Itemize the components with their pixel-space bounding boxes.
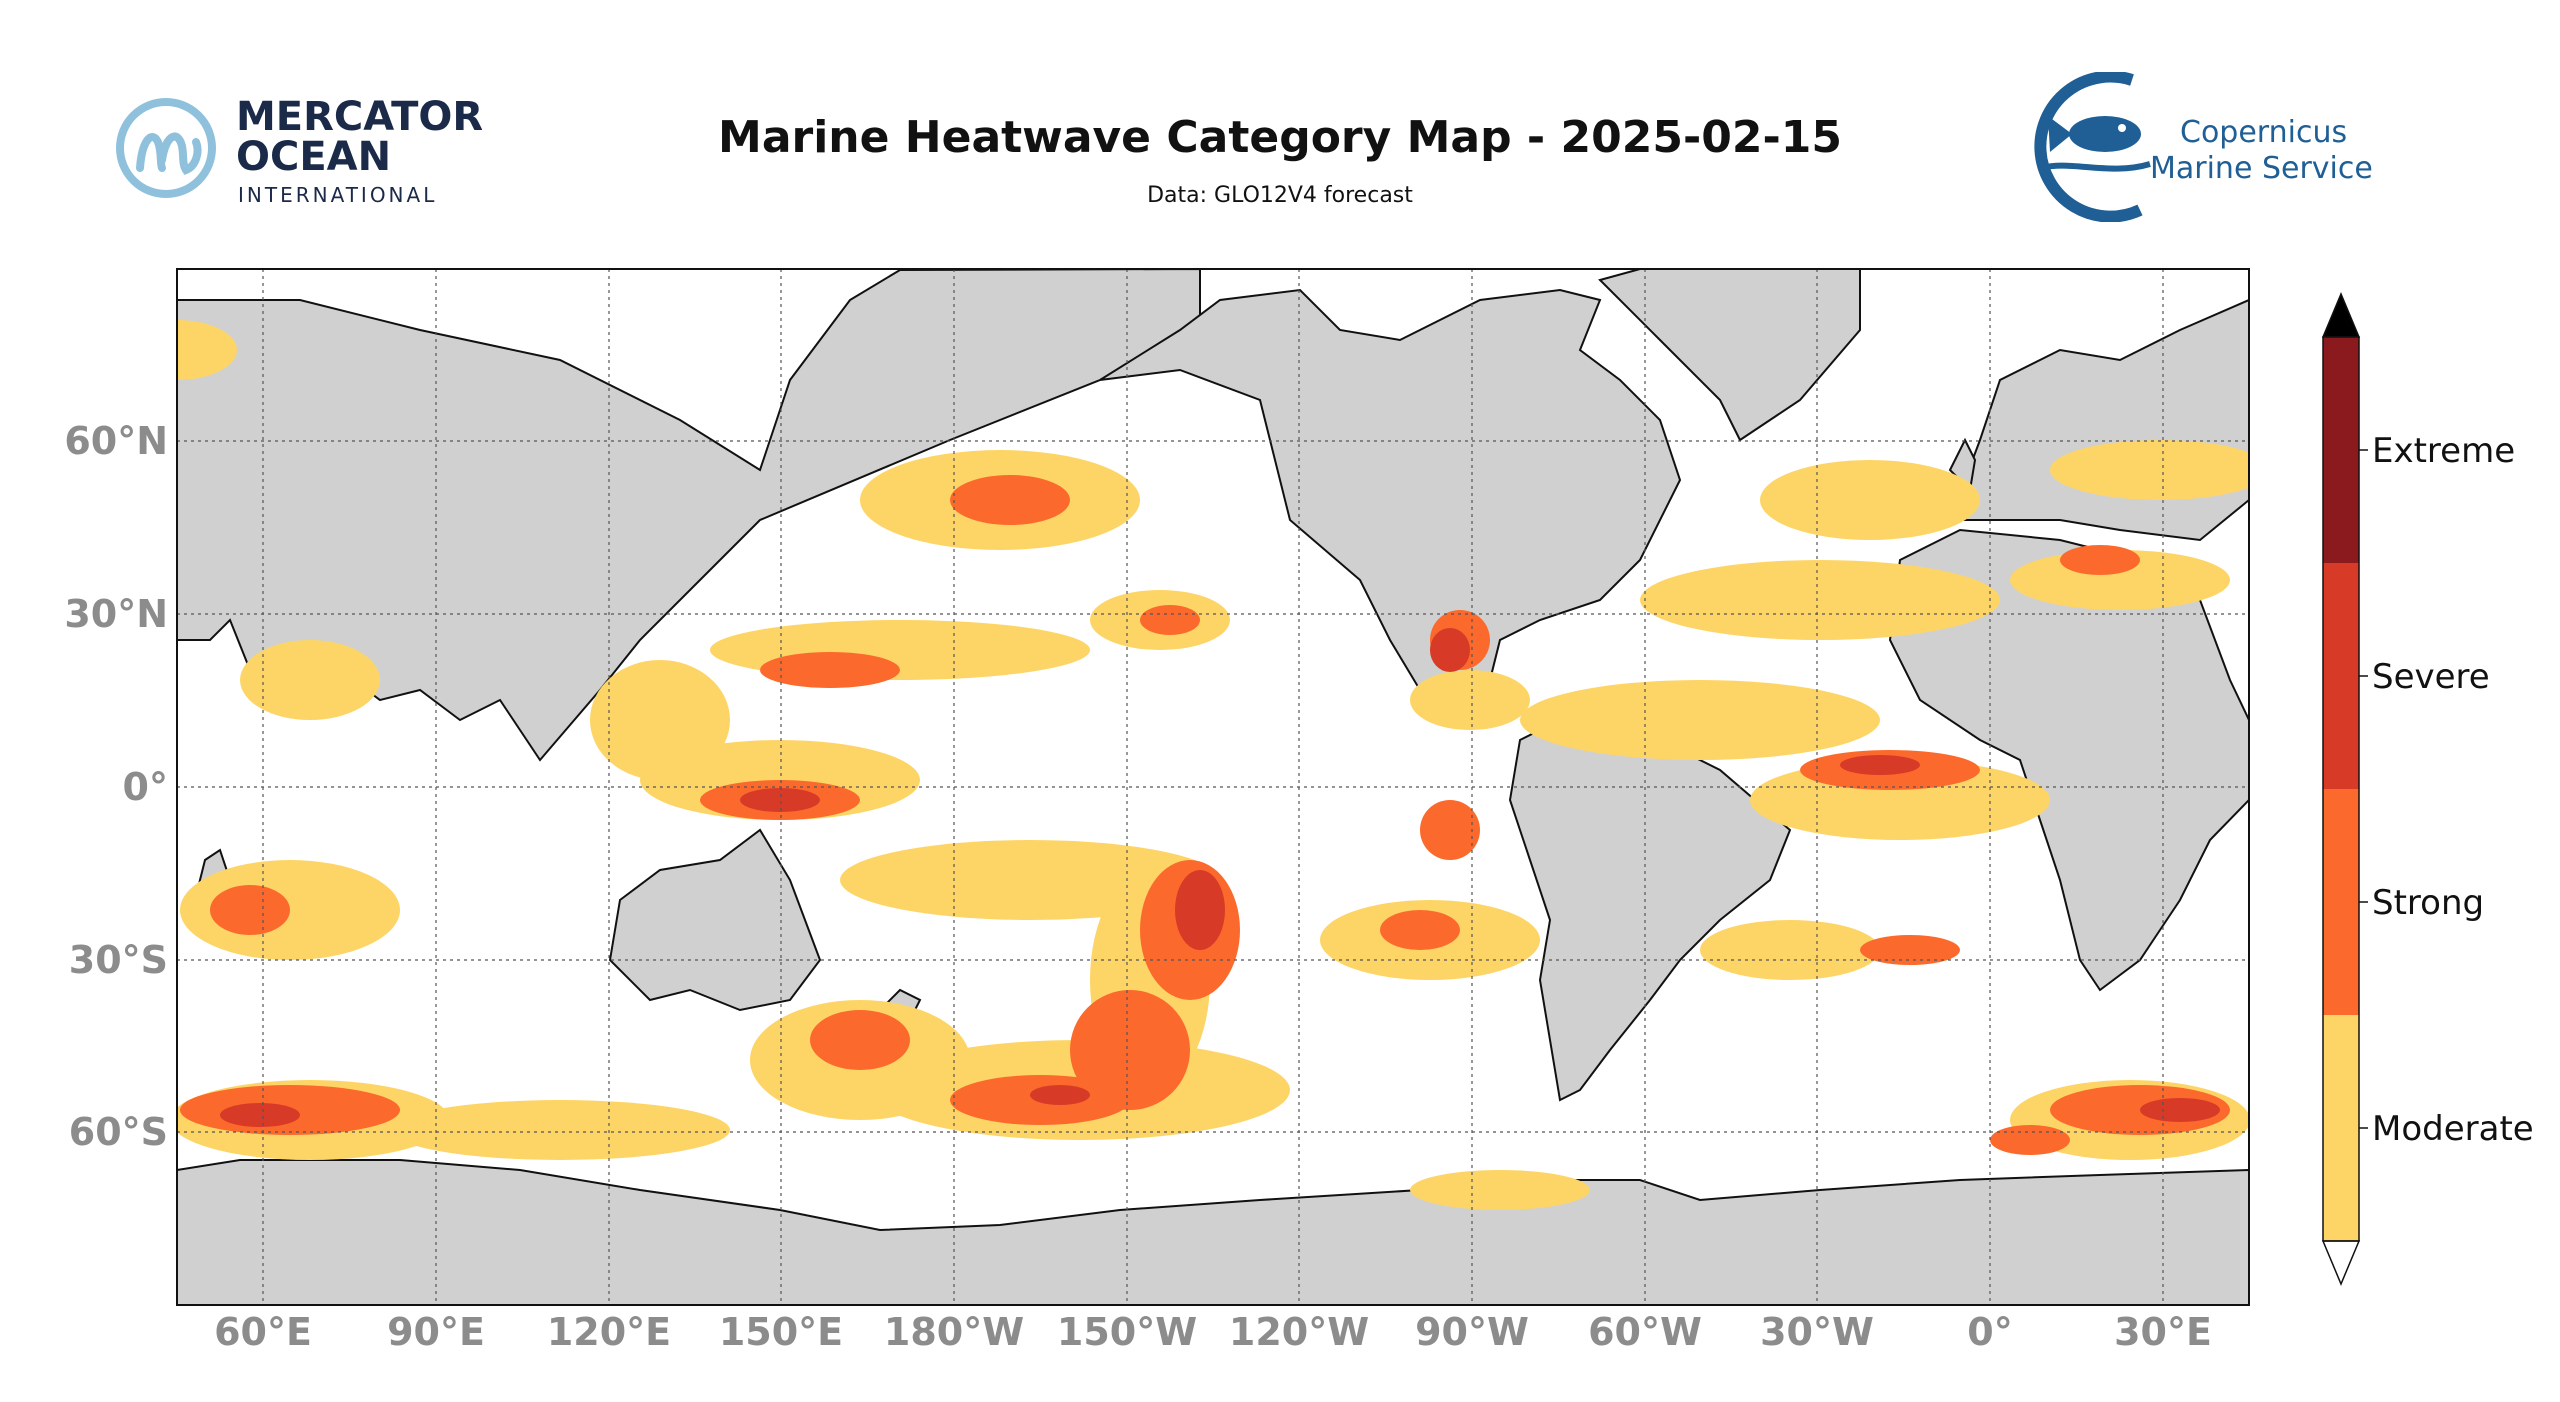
- colorbar-label-strong: Strong: [2372, 883, 2484, 923]
- lon-label: 150°W: [1057, 1310, 1197, 1354]
- copernicus-line1: Copernicus: [2180, 115, 2347, 150]
- colorbar-strong: [2323, 789, 2359, 1015]
- colorbar-over-arrow: [2321, 292, 2361, 338]
- lon-label: 90°W: [1415, 1310, 1529, 1354]
- copernicus-arc-icon: [2034, 72, 2143, 222]
- lon-label: 30°E: [2114, 1310, 2212, 1354]
- land-greenland: [1598, 269, 1861, 442]
- copernicus-marine-logo: Copernicus Marine Service: [2034, 72, 2373, 222]
- map-frame: [176, 268, 2250, 1306]
- colorbar-moderate: [2323, 1015, 2359, 1241]
- lat-label: 60°S: [69, 1110, 168, 1154]
- colorbar-severe: [2323, 563, 2359, 789]
- latitude-labels: 60°N 30°N 0° 30°S 60°S: [64, 419, 168, 1154]
- lon-label: 150°E: [719, 1310, 843, 1354]
- lon-label: 60°E: [214, 1310, 312, 1354]
- mercator-line1: MERCATOR: [236, 94, 482, 140]
- lat-label: 60°N: [64, 419, 168, 463]
- longitude-labels: 60°E 90°E 120°E 150°E 180°W 150°W 120°W …: [214, 1310, 2212, 1354]
- fish-icon: [2048, 116, 2141, 152]
- page-title: Marine Heatwave Category Map - 2025-02-1…: [718, 112, 1842, 163]
- colorbar-label-moderate: Moderate: [2372, 1109, 2534, 1149]
- colorbar-label-severe: Severe: [2372, 657, 2490, 697]
- wave-icon: [2041, 161, 2151, 172]
- severe-patches: [220, 628, 2220, 1127]
- colorbar-label-extreme: Extreme: [2372, 431, 2515, 471]
- lon-label: 30°W: [1760, 1310, 1874, 1354]
- mercator-line2: OCEAN: [236, 134, 391, 180]
- mercator-ocean-logo: MERCATOR OCEAN INTERNATIONAL: [116, 94, 482, 207]
- lon-label: 180°W: [884, 1310, 1024, 1354]
- graticule: [177, 269, 2249, 1305]
- page-subtitle: Data: GLO12V4 forecast: [1147, 183, 1413, 208]
- lon-label: 60°W: [1588, 1310, 1702, 1354]
- lat-label: 30°S: [69, 938, 168, 982]
- copernicus-line2: Marine Service: [2150, 151, 2373, 186]
- lat-label: 0°: [123, 765, 168, 809]
- lon-label: 0°: [1967, 1310, 2012, 1354]
- heatwave-patches: [177, 320, 2249, 1210]
- colorbar: Extreme Severe Strong Moderate: [2321, 292, 2534, 1286]
- lon-label: 90°E: [387, 1310, 485, 1354]
- land-south-america: [1508, 718, 1792, 1102]
- land-masses: [177, 269, 2249, 1305]
- land-north-america: [1099, 288, 1682, 722]
- mercator-m-glyph: [136, 132, 202, 175]
- mercator-mark-icon: [116, 98, 216, 198]
- land-australia: [608, 828, 822, 1012]
- colorbar-extreme: [2323, 337, 2359, 563]
- strong-patches: [180, 475, 2230, 1155]
- lon-label: 120°W: [1229, 1310, 1369, 1354]
- lat-label: 30°N: [64, 592, 168, 636]
- colorbar-under-arrow: [2321, 1240, 2361, 1286]
- mercator-line3: INTERNATIONAL: [238, 183, 437, 207]
- lon-label: 120°E: [547, 1310, 671, 1354]
